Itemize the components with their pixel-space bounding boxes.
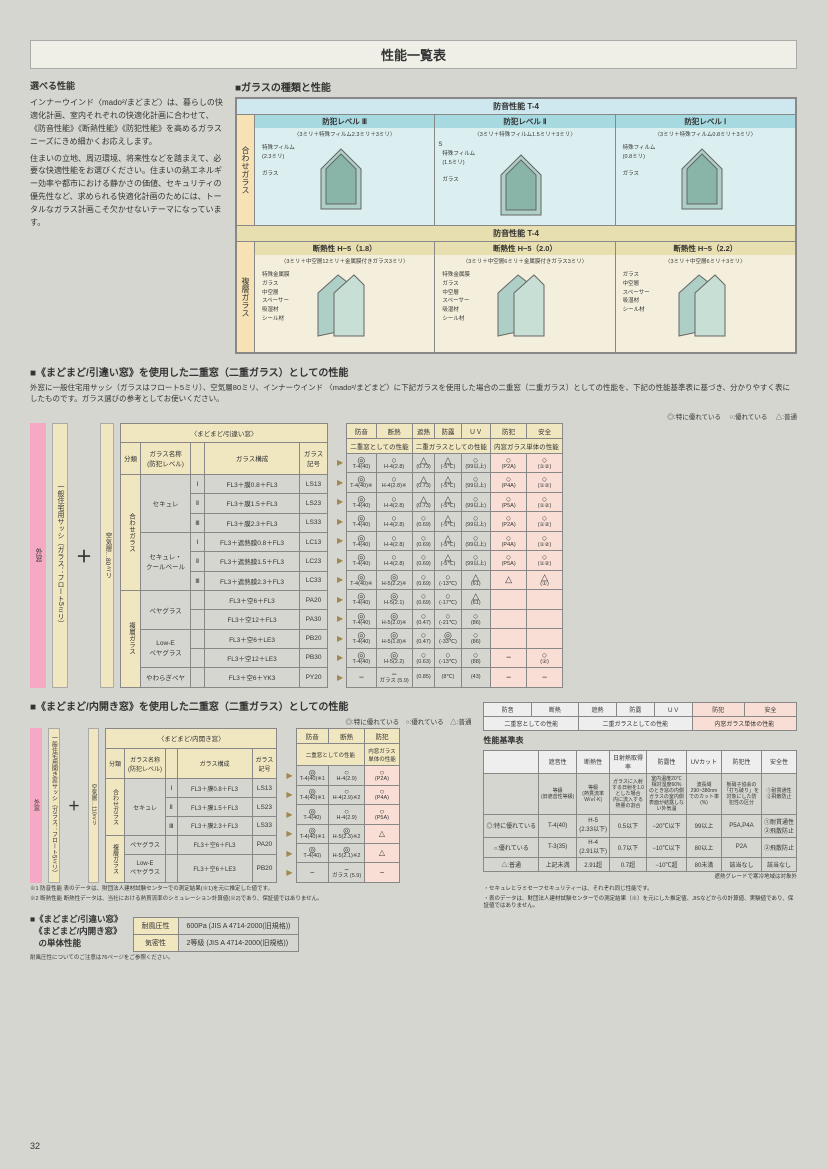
outer-window-label: 外窓 — [30, 423, 46, 688]
glass-types-heading: ■ガラスの種類と性能 — [235, 79, 797, 94]
dia-label: ガラス — [623, 271, 663, 280]
dia-label: ガラス — [442, 280, 482, 289]
glass-types-panel: ■ガラスの種類と性能 防音性能 T-4 合わせガラス 防犯レベル Ⅲ 〈3ミリ＋… — [235, 79, 797, 354]
outer-window-label: 外窓 — [30, 728, 42, 883]
single-perf-table: 耐風圧性600Pa (JIS A 4714-2000(旧規格))気密性2等級 (… — [133, 917, 300, 952]
outer-sash-label: 一般住宅用サッシ（ガラス：フロート5ミリ） — [52, 423, 68, 688]
open-glass-table: 〈まどまど/内開き窓〉分類ガラス名称 (防犯レベル)ガラス構成ガラス 記号合わせ… — [105, 728, 277, 883]
group1-label: 合わせガラス — [237, 115, 255, 225]
dia-label: 特殊金属膜 — [262, 271, 302, 280]
note: ※2 断熱性能 断熱性データは、当社における熱貫流率のシミュレーション計算値(※… — [30, 896, 471, 903]
glass-diagram-icon — [486, 271, 556, 341]
sound-band-1: 防音性能 T-4 — [237, 99, 795, 115]
air-layer-label: 空気層…80ミリ — [100, 423, 114, 688]
criteria-table: 遮音性断熱性日射熱取得率防露性UVカット防犯性安全性等級 (旧遮音性等級)等級 … — [483, 750, 797, 872]
level-head: 断熱性 H−5（1.8） — [255, 242, 434, 255]
level-head: 断熱性 H−5（2.2） — [616, 242, 795, 255]
level-head: 防犯レベル Ⅲ — [255, 115, 434, 128]
dia-label: (1.5ミリ) — [442, 160, 464, 166]
dia-label: 吸湿材 — [623, 297, 663, 306]
air-layer-label: 空気層…110ミリ — [88, 728, 99, 883]
level-cell: 断熱性 H−5（1.8） 〈3ミリ＋中空層12ミリ＋金属膜付きガラス3ミリ〉 特… — [255, 242, 435, 352]
dia-label: 特殊フィルム — [262, 145, 295, 151]
dia-label: 特殊金属膜 — [442, 271, 482, 280]
criteria-header-table: 防音断熱遮熱防露ＵＶ防犯安全二重窓としての性能二重ガラスとしての性能内窓ガラス単… — [483, 702, 797, 731]
sliding-desc: 外窓に一般住宅用サッシ（ガラスはフロート5ミリ）、空気層80ミリ、インナーウイン… — [30, 382, 797, 405]
legend: ◎:特に優れている ○:優れている △:普通 — [30, 716, 471, 726]
intro-heading: 選べる性能 — [30, 79, 225, 93]
single-perf-note: 耐風圧性についてのご注意は76ページをご参照ください。 — [30, 955, 471, 962]
glass-diagram-icon — [306, 144, 376, 214]
dia-label: ガラス — [442, 177, 458, 183]
glass-diagram-icon — [306, 271, 376, 341]
single-perf-heading: ■《まどまど/引違い窓》 《まどまど/内開き窓》 の単体性能 — [30, 913, 123, 949]
sliding-perf-table: 防音断熱遮熱防露ＵＶ防犯安全二重窓としての性能二重ガラスとしての性能内窓ガラス単… — [334, 423, 563, 688]
open-section: ■《まどまど/内開き窓》を使用した二重窓（二重ガラス）としての性能 ◎:特に優れ… — [30, 698, 471, 963]
level-cell: 防犯レベル Ⅱ 〈3ミリ＋特殊フィルム1.5ミリ＋3ミリ〉 S 特殊フィルム(1… — [435, 115, 615, 225]
criteria-footnote: 遮熱グレードで寒冷地域は対象外 — [483, 872, 797, 880]
glass-diagram-icon — [486, 150, 556, 220]
dia-label: (0.8ミリ) — [623, 154, 645, 160]
level-sub: 〈3ミリ＋中空層6ミリ＋3ミリ〉 — [619, 257, 792, 265]
dia-label: シール材 — [442, 315, 482, 324]
level-head: 断熱性 H−5（2.0） — [435, 242, 614, 255]
dia-label: 特殊フィルム — [623, 145, 656, 151]
level-head: 防犯レベル Ⅱ — [435, 115, 614, 128]
glass-diagram-icon — [667, 271, 737, 341]
plus-icon: ＋ — [74, 423, 94, 688]
criteria-panel: 防音断熱遮熱防露ＵＶ防犯安全二重窓としての性能二重ガラスとしての性能内窓ガラス単… — [483, 698, 797, 910]
dia-label: (2.3ミリ) — [262, 154, 284, 160]
intro-panel: 選べる性能 インナーウインド〈mado²/まどまど〉は、暮らしの快適化計画、室内… — [30, 79, 225, 354]
dia-label: スペーサー — [262, 297, 302, 306]
level-cell: 断熱性 H−5（2.0） 〈3ミリ＋中空層6ミリ＋金属膜付きガラス3ミリ〉 特殊… — [435, 242, 615, 352]
sliding-heading: ■《まどまど/引違い窓》を使用した二重窓（二重ガラス）としての性能 — [30, 364, 797, 379]
level-cell: 断熱性 H−5（2.2） 〈3ミリ＋中空層6ミリ＋3ミリ〉 ガラス中空層スペーサ… — [616, 242, 795, 352]
dia-label: 中空層 — [262, 289, 302, 298]
level-sub: 〈3ミリ＋特殊フィルム0.8ミリ＋3ミリ〉 — [619, 130, 792, 138]
dia-label: シール材 — [623, 306, 663, 315]
plus-icon: ＋ — [66, 728, 82, 883]
dia-label: 中空層 — [623, 280, 663, 289]
dia-label: 中空層 — [442, 289, 482, 298]
sliding-glass-table: 〈まどまど/引違い窓〉分類ガラス名称 (防犯レベル)ガラス構成ガラス 記号合わせ… — [120, 423, 328, 688]
open-perf-table: 防音断熱防犯二重窓としての性能内窓ガラス 単体の性能▶◎T-4(40)※1○H-… — [283, 728, 399, 883]
dia-label: 吸湿材 — [442, 306, 482, 315]
level-sub: 〈3ミリ＋中空層12ミリ＋金属膜付きガラス3ミリ〉 — [258, 257, 431, 265]
page-title: 性能一覧表 — [30, 40, 797, 69]
note: ※1 防音性能 表のデータは、財団法人建材試験センターでの測定結果(※1)を元に… — [30, 886, 471, 893]
dia-label: ガラス — [262, 280, 302, 289]
dia-label: ガラス — [262, 171, 278, 177]
level-sub: 〈3ミリ＋特殊フィルム2.3ミリ＋3ミリ〉 — [258, 130, 431, 138]
dia-label: スペーサー — [442, 297, 482, 306]
group2-label: 複層ガラス — [237, 242, 255, 352]
criteria-bullet: ・セキュレとラミセーフセキュリティーは、それぞれ同じ性能です。 — [483, 886, 797, 893]
dia-label: ガラス — [623, 171, 639, 177]
level-sub: 〈3ミリ＋中空層6ミリ＋金属膜付きガラス3ミリ〉 — [438, 257, 611, 265]
level-cell: 防犯レベル Ⅰ 〈3ミリ＋特殊フィルム0.8ミリ＋3ミリ〉 特殊フィルム (0.8… — [616, 115, 795, 225]
level-sub: 〈3ミリ＋特殊フィルム1.5ミリ＋3ミリ〉 — [438, 130, 611, 138]
criteria-title: 性能基準表 — [483, 735, 797, 746]
intro-p2: 住まいの立地、周辺環境、将来性などを踏まえて、必要な快適性能をお選びください。住… — [30, 153, 225, 230]
sound-band-2: 防音性能 T-4 — [237, 225, 795, 242]
outer-sash-label: 一般住宅用開き窓サッシ（ガラス：フロート5ミリ） — [48, 728, 60, 883]
sliding-section: ■《まどまど/引違い窓》を使用した二重窓（二重ガラス）としての性能 外窓に一般住… — [30, 364, 797, 688]
open-heading: ■《まどまど/内開き窓》を使用した二重窓（二重ガラス）としての性能 — [30, 698, 471, 713]
page-number: 32 — [30, 1141, 40, 1151]
intro-p1: インナーウインド〈mado²/まどまど〉は、暮らしの快適化計画、室内それぞれの快… — [30, 97, 225, 148]
level-head: 防犯レベル Ⅰ — [616, 115, 795, 128]
dia-label: スペーサー — [623, 289, 663, 298]
criteria-bullet: ・表のデータは、財団法人建材試験センターでの測定結果（※）を元にした推定値、JI… — [483, 896, 797, 910]
dia-label: 吸湿材 — [262, 306, 302, 315]
dia-label: 特殊フィルム — [442, 151, 475, 157]
dia-label: シール材 — [262, 315, 302, 324]
glass-diagram-icon — [667, 144, 737, 214]
level-cell: 防犯レベル Ⅲ 〈3ミリ＋特殊フィルム2.3ミリ＋3ミリ〉 特殊フィルム (2.3… — [255, 115, 435, 225]
legend: ◎:特に優れている ○:優れている △:普通 — [30, 411, 797, 421]
